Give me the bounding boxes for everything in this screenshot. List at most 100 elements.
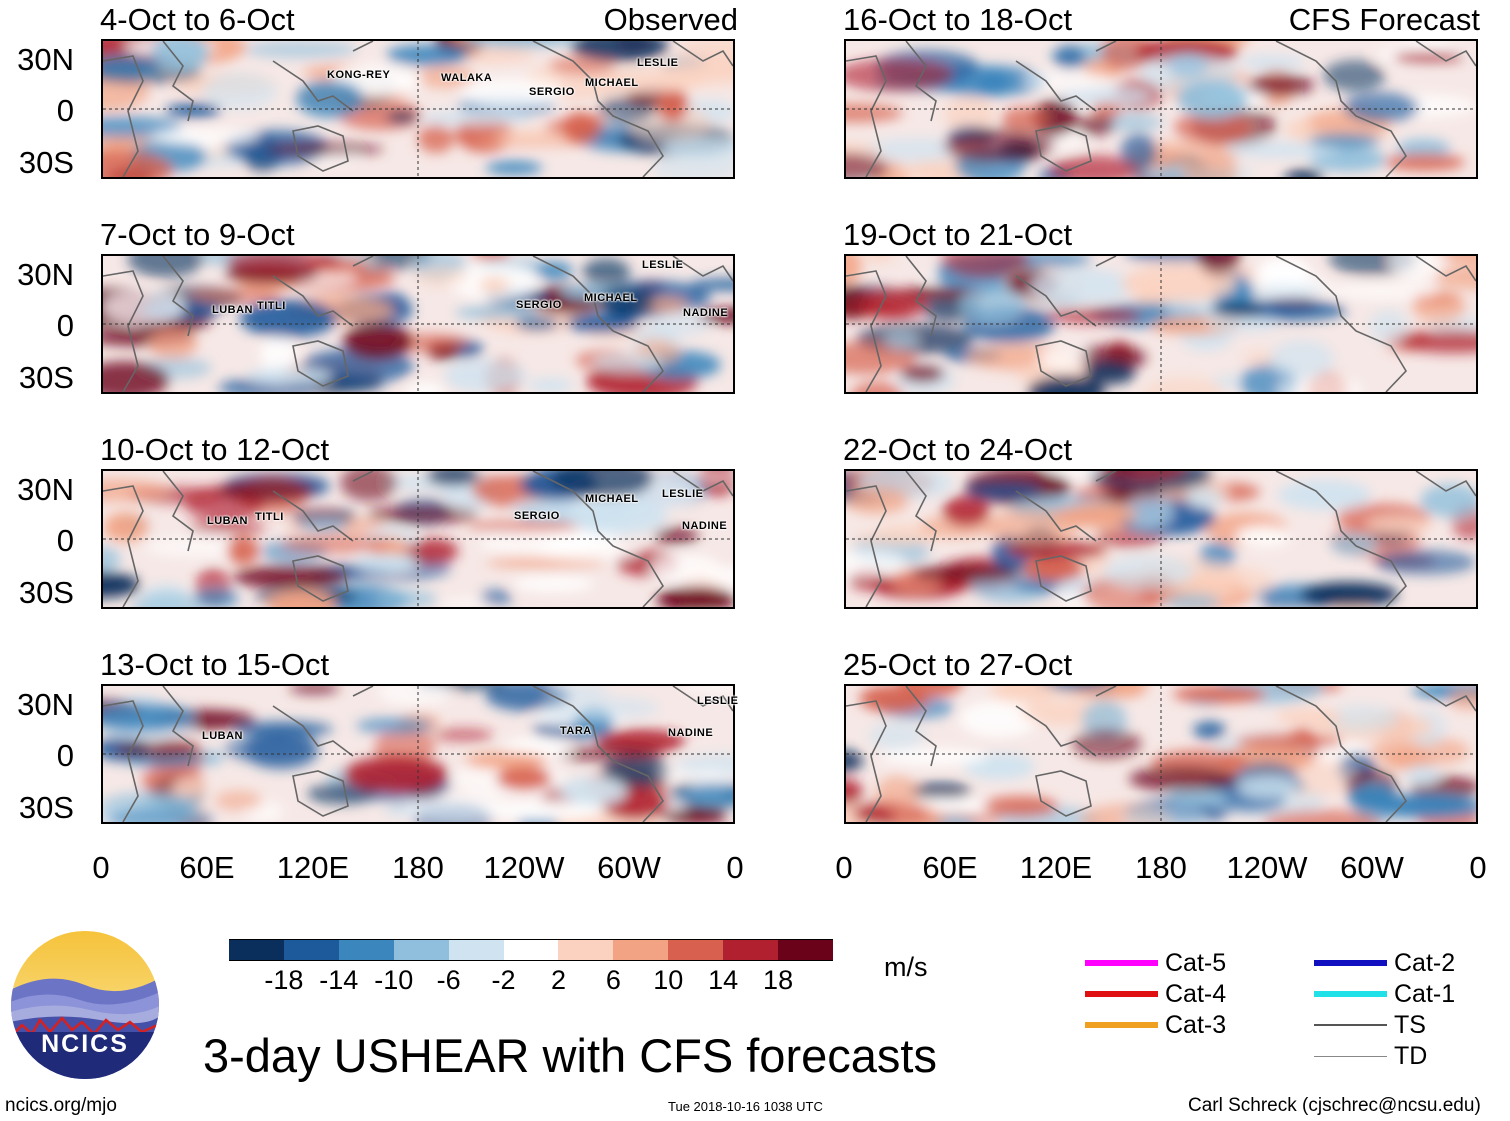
storm-label-leslie: LESLIE <box>662 488 704 500</box>
panel-title-right-2: 19-Oct to 21-Oct <box>843 217 1073 252</box>
map-panel-left-3 <box>101 469 735 609</box>
colorbar-tick-label: 18 <box>763 965 794 995</box>
legend-line-cat-1 <box>1314 991 1387 997</box>
shear-field <box>103 41 733 177</box>
panel-title-left-2: 7-Oct to 9-Oct <box>100 217 295 252</box>
cfs-forecast-label: CFS Forecast <box>1288 2 1480 37</box>
map-panel-right-1 <box>844 39 1478 179</box>
shear-field <box>846 471 1476 607</box>
lat-label-30s: 30S <box>18 145 74 180</box>
lat-label-30s: 30S <box>18 575 74 610</box>
observed-label: Observed <box>603 2 738 37</box>
colorbar-tick-label: 14 <box>708 965 739 995</box>
storm-label-michael: MICHAEL <box>585 493 639 505</box>
legend-line-cat-2 <box>1314 960 1387 966</box>
colorbar-tick-label: -14 <box>319 965 359 995</box>
colorbar-tick-label: -2 <box>491 965 516 995</box>
map-panel-left-2 <box>101 254 735 394</box>
storm-label-leslie: LESLIE <box>637 57 679 69</box>
colorbar-swatch <box>613 940 669 960</box>
lon-label-left-60w: 60W <box>597 850 661 885</box>
colorbar-tick-label: -6 <box>436 965 461 995</box>
lon-label-right-60e: 60E <box>922 850 978 885</box>
shear-field <box>846 686 1476 822</box>
lon-label-right-180: 180 <box>1135 850 1187 885</box>
legend-line-cat-4 <box>1085 991 1158 997</box>
storm-label-walaka: WALAKA <box>441 72 493 84</box>
lon-label-left-0-end: 0 <box>726 850 744 885</box>
lon-label-right-0: 0 <box>835 850 853 885</box>
colorbar-swatch <box>558 940 614 960</box>
storm-label-leslie: LESLIE <box>697 695 739 707</box>
legend-label-td: TD <box>1394 1042 1428 1070</box>
colorbar-swatch <box>503 940 559 960</box>
panel-title-right-4: 25-Oct to 27-Oct <box>843 647 1073 682</box>
logo-text: NCICS <box>41 1030 129 1058</box>
lon-label-left-0: 0 <box>92 850 110 885</box>
colorbar-swatch <box>448 940 505 960</box>
colorbar-swatch <box>668 940 724 960</box>
panel-title-right-1: 16-Oct to 18-Oct <box>843 2 1073 37</box>
colorbar-swatch <box>283 940 340 960</box>
colorbar-swatch <box>338 940 395 960</box>
storm-label-titli: TITLI <box>257 300 286 312</box>
map-panel-left-4 <box>101 684 735 824</box>
storm-label-sergio: SERGIO <box>514 510 560 522</box>
panel-title-left-4: 13-Oct to 15-Oct <box>100 647 330 682</box>
lon-label-right-120e: 120E <box>1019 850 1093 885</box>
legend-line-cat-5 <box>1085 960 1158 966</box>
lat-label-0: 0 <box>56 308 74 343</box>
storm-label-nadine: NADINE <box>668 727 714 739</box>
storm-label-michael: MICHAEL <box>585 77 639 89</box>
colorbar-swatch <box>229 940 285 960</box>
storm-label-titli: TITLI <box>255 511 284 523</box>
colorbar-tick-label: 2 <box>550 965 566 995</box>
storm-label-luban: LUBAN <box>207 515 248 527</box>
site-url[interactable]: ncics.org/mjo <box>5 1095 117 1116</box>
legend-label-cat-5: Cat-5 <box>1165 949 1227 977</box>
legend-line-cat-3 <box>1085 1022 1158 1028</box>
shear-field <box>103 256 733 392</box>
colorbar-swatch <box>778 940 834 960</box>
shear-field <box>103 471 733 607</box>
lon-label-left-60e: 60E <box>179 850 235 885</box>
legend-label-cat-1: Cat-1 <box>1394 980 1456 1008</box>
map-panel-right-2 <box>844 254 1478 394</box>
colorbar-swatch <box>393 940 450 960</box>
panel-title-left-1: 4-Oct to 6-Oct <box>100 2 295 37</box>
main-title: 3-day USHEAR with CFS forecasts <box>203 1029 937 1082</box>
storm-label-tara: TARA <box>560 725 592 737</box>
map-panel-left-1 <box>101 39 735 179</box>
legend-label-cat-3: Cat-3 <box>1165 1011 1227 1039</box>
legend-label-cat-2: Cat-2 <box>1394 949 1456 977</box>
lat-label-30n: 30N <box>17 257 74 292</box>
panel-title-left-3: 10-Oct to 12-Oct <box>100 432 330 467</box>
timestamp: Tue 2018-10-16 1038 UTC <box>668 1099 823 1114</box>
shear-field <box>846 41 1476 177</box>
colorbar-tick-label: 6 <box>605 965 621 995</box>
lon-label-left-180: 180 <box>392 850 444 885</box>
legend-line-ts <box>1314 1023 1387 1026</box>
map-panel-right-4 <box>844 684 1478 824</box>
lon-label-left-120e: 120E <box>276 850 350 885</box>
author-credit: Carl Schreck (cjschrec@ncsu.edu) <box>1188 1095 1481 1116</box>
lat-label-0: 0 <box>56 523 74 558</box>
colorbar-swatch <box>723 940 779 960</box>
lat-label-30n: 30N <box>17 42 74 77</box>
lat-label-30s: 30S <box>18 360 74 395</box>
map-panel-right-3 <box>844 469 1478 609</box>
storm-label-luban: LUBAN <box>202 730 243 742</box>
storm-label-kong-rey: KONG-REY <box>327 69 391 81</box>
storm-label-sergio: SERGIO <box>516 299 562 311</box>
legend-label-cat-4: Cat-4 <box>1165 980 1227 1008</box>
shear-field <box>103 686 733 822</box>
storm-label-nadine: NADINE <box>683 307 729 319</box>
lat-label-0: 0 <box>56 738 74 773</box>
lon-label-right-60w: 60W <box>1340 850 1404 885</box>
lon-label-right-120w: 120W <box>1226 850 1308 885</box>
storm-label-michael: MICHAEL <box>584 292 638 304</box>
colorbar-tick-label: -10 <box>374 965 414 995</box>
shear-field <box>846 256 1476 392</box>
lon-label-left-120w: 120W <box>483 850 565 885</box>
ncics-logo-graphic <box>11 931 159 1079</box>
